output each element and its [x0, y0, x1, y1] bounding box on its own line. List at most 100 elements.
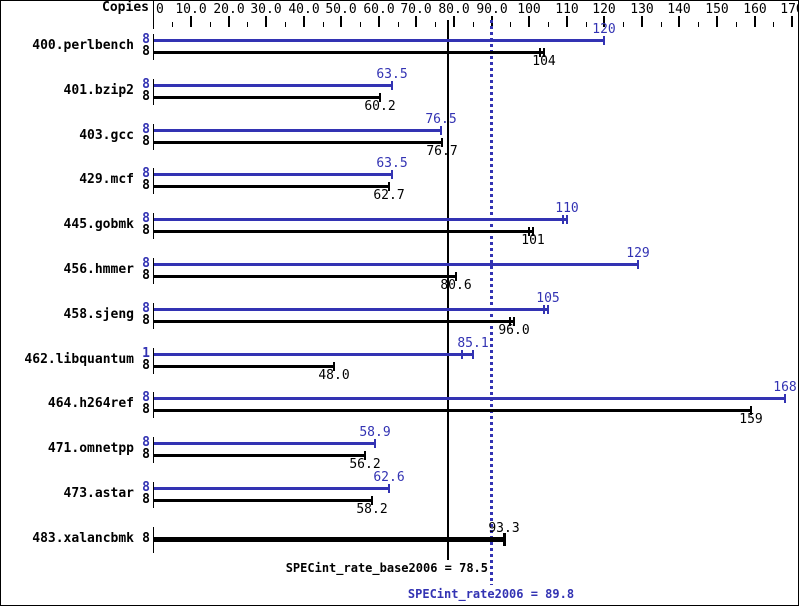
axis-tick-minor [210, 22, 211, 27]
bar-end-tick [371, 496, 373, 505]
benchmark-label: 403.gcc [79, 128, 134, 143]
copies-value: 8 [142, 358, 150, 373]
bar-end-tick [391, 81, 393, 90]
peak-bar [154, 218, 567, 221]
benchmark-label: 458.sjeng [63, 307, 134, 322]
axis-tick-minor [360, 22, 361, 27]
axis-tick-major [641, 16, 643, 27]
axis-tick-major [340, 16, 342, 27]
benchmark-label: 462.libquantum [24, 352, 134, 367]
axis-tick-minor [661, 22, 662, 27]
axis-tick-major [190, 16, 192, 27]
group-axis-line [153, 482, 154, 508]
axis-tick-minor [323, 22, 324, 27]
copies-header-label: Copies [102, 0, 149, 15]
axis-tick-minor [172, 22, 173, 27]
bar-median-tick [528, 227, 530, 236]
copies-value: 8 [142, 166, 150, 181]
copies-value: 8 [142, 134, 150, 149]
bar-value-label: 168 [773, 380, 797, 395]
bar-value-label: 93.3 [488, 521, 520, 536]
axis-tick-label: 80.0 [438, 2, 470, 17]
bar-end-tick [455, 272, 457, 281]
axis-tick-label: 20.0 [213, 2, 245, 17]
axis-tick-label: 90.0 [476, 2, 508, 17]
bar-end-tick [379, 93, 381, 102]
axis-tick-label: 150 [705, 2, 729, 17]
axis-tick-minor [247, 22, 248, 27]
bar-value-label: 63.5 [376, 156, 408, 171]
bar-value-label: 62.6 [373, 470, 405, 485]
group-axis-line [153, 168, 154, 194]
group-axis-line [153, 348, 154, 374]
copies-value: 8 [142, 32, 150, 47]
group-axis-line [153, 303, 154, 329]
benchmark-label: 445.gobmk [63, 217, 134, 232]
copies-value: 8 [142, 480, 150, 495]
copies-value: 8 [142, 256, 150, 271]
axis-tick-major [528, 16, 530, 27]
axis-tick-label: 140 [667, 2, 691, 17]
peak-bar [154, 487, 389, 490]
axis-tick-major [378, 16, 380, 27]
base-bar [154, 454, 365, 457]
peak-bar [154, 84, 392, 87]
peak-bar [154, 308, 548, 311]
bar-value-label: 62.7 [373, 188, 405, 203]
peak-bar [154, 39, 604, 42]
copies-value: 8 [142, 77, 150, 92]
copies-value: 8 [142, 390, 150, 405]
axis-tick-major [566, 16, 568, 27]
bar-end-tick [566, 215, 568, 224]
copies-value: 8 [142, 301, 150, 316]
bar-value-label: 76.7 [426, 144, 458, 159]
base-bar [154, 409, 751, 412]
benchmark-label: 473.astar [63, 486, 134, 501]
bar-end-tick [441, 138, 443, 147]
group-axis-line [153, 258, 154, 284]
axis-tick-minor [773, 22, 774, 27]
group-axis-line [153, 213, 154, 239]
bar-end-tick [388, 182, 390, 191]
axis-tick-major [754, 16, 756, 27]
axis-tick-label: 160 [743, 2, 767, 17]
axis-tick-minor [435, 22, 436, 27]
bar-value-label: 85.1 [457, 336, 489, 351]
bar-value-label: 76.5 [425, 112, 457, 127]
axis-tick-minor [623, 22, 624, 27]
axis-tick-minor [698, 22, 699, 27]
peak-bar [154, 397, 785, 400]
reference-line-dotted [490, 20, 493, 585]
axis-tick-label: 50.0 [325, 2, 357, 17]
axis-tick-minor [285, 22, 286, 27]
peak-bar [154, 442, 375, 445]
copies-value: 8 [142, 531, 150, 546]
base-bar [154, 51, 544, 54]
base-bar [154, 185, 389, 188]
group-axis-line [153, 527, 154, 553]
base-bar [154, 230, 533, 233]
axis-tick-label: 100 [517, 2, 541, 17]
group-axis-line [153, 34, 154, 60]
axis-tick-label: 40.0 [288, 2, 320, 17]
axis-tick-label: 120 [592, 2, 616, 17]
base-bar [154, 141, 442, 144]
benchmark-label: 401.bzip2 [63, 83, 134, 98]
axis-tick-major [228, 16, 230, 27]
bar-end-tick [374, 439, 376, 448]
bar-value-label: 104 [532, 54, 556, 69]
bar-end-tick [603, 36, 605, 45]
axis-tick-minor [736, 22, 737, 27]
copies-value: 8 [142, 492, 150, 507]
copies-value: 8 [142, 122, 150, 137]
bar-end-tick [388, 484, 390, 493]
benchmark-label: 464.h264ref [47, 396, 134, 411]
axis-tick-label: 110 [555, 2, 579, 17]
axis-tick-major [678, 16, 680, 27]
group-axis-line [153, 124, 154, 150]
bar-median-tick [461, 350, 463, 359]
benchmark-label: 429.mcf [79, 172, 134, 187]
copies-value: 8 [142, 447, 150, 462]
bar-end-tick [547, 305, 549, 314]
peak-bar [154, 173, 392, 176]
